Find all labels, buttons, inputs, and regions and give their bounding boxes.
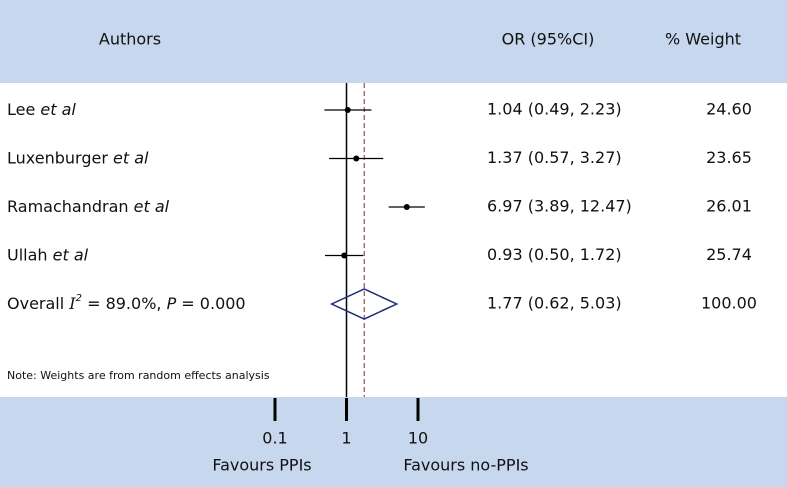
study-suffix: et al (40, 100, 76, 119)
overall-label: Overall I2 = 89.0%, P = 0.000 (7, 293, 246, 313)
study-suffix: et al (53, 245, 89, 264)
p-symbol: P (167, 294, 177, 313)
header-weight: % Weight (665, 30, 741, 49)
point-estimate (353, 155, 360, 162)
study-suffix: et al (134, 197, 170, 216)
overall-word: Overall (7, 294, 64, 313)
x-tick-label: 0.1 (262, 429, 287, 448)
study-label: Ullah et al (7, 245, 89, 264)
weight-label: 25.74 (706, 245, 752, 264)
header-band (0, 0, 787, 83)
favours-right: Favours no-PPIs (403, 456, 528, 475)
favours-left: Favours PPIs (212, 456, 311, 475)
study-name: Ullah (7, 245, 48, 264)
p-text: = 0.000 (176, 294, 245, 313)
header-authors: Authors (99, 30, 161, 49)
point-estimate (341, 252, 348, 259)
i2-symbol: I (68, 294, 76, 313)
note: Note: Weights are from random effects an… (7, 369, 270, 382)
overall-diamond (329, 288, 399, 320)
axis-band (0, 397, 787, 487)
header-or: OR (95%CI) (502, 30, 595, 49)
study-name: Ramachandran (7, 197, 129, 216)
study-label: Ramachandran et al (7, 197, 170, 216)
point-estimate (344, 107, 351, 113)
or-label: 6.97 (3.89, 12.47) (487, 197, 632, 216)
study-label: Lee et al (7, 100, 76, 119)
overall-or-label: 1.77 (0.62, 5.03) (487, 294, 622, 313)
or-label: 1.04 (0.49, 2.23) (487, 100, 622, 119)
study-name: Luxenburger (7, 148, 108, 167)
study-name: Lee (7, 100, 35, 119)
weight-label: 23.65 (706, 148, 752, 167)
weight-label: 24.60 (706, 100, 752, 119)
i2-text: = 89.0%, (82, 294, 167, 313)
x-tick-label: 1 (341, 429, 351, 448)
or-label: 0.93 (0.50, 1.72) (487, 245, 622, 264)
or-label: 1.37 (0.57, 3.27) (487, 148, 622, 167)
i2-sup: 2 (76, 293, 82, 304)
study-suffix: et al (113, 148, 149, 167)
overall-weight-label: 100.00 (701, 294, 757, 313)
weight-label: 26.01 (706, 197, 752, 216)
point-estimate (403, 204, 410, 210)
study-label: Luxenburger et al (7, 148, 149, 167)
x-tick-label: 10 (408, 429, 428, 448)
